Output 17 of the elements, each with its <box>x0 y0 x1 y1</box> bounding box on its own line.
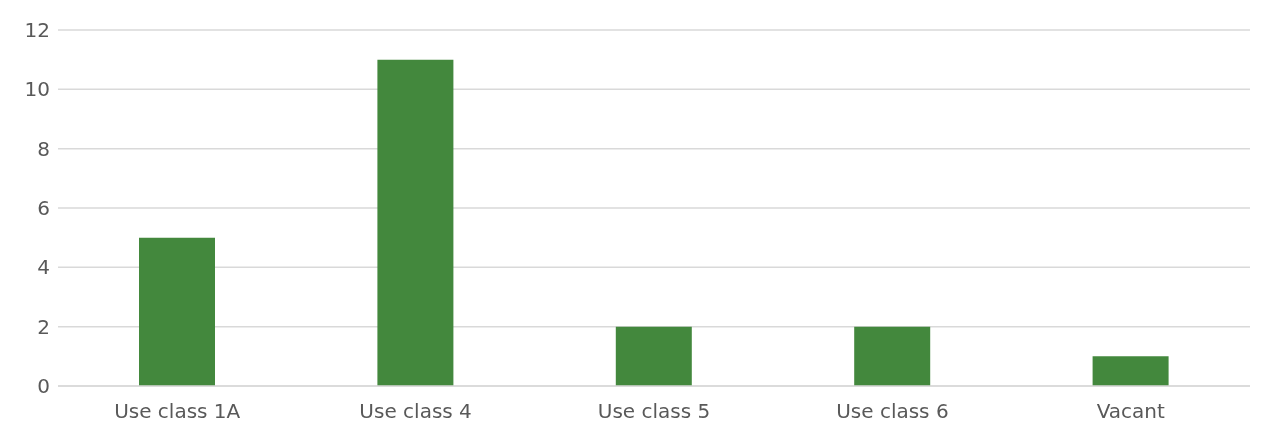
bar <box>377 59 454 386</box>
y-tick-label: 10 <box>24 77 50 102</box>
y-tick-label: 4 <box>37 255 50 280</box>
bar <box>139 237 215 386</box>
bar <box>615 326 692 386</box>
x-tick-label: Use class 6 <box>836 399 949 424</box>
y-tick-label: 6 <box>37 196 50 221</box>
x-tick-label: Use class 1A <box>114 399 241 424</box>
y-tick-label: 0 <box>37 374 50 399</box>
y-tick-label: 8 <box>37 136 50 161</box>
y-tick-label: 12 <box>24 18 50 43</box>
y-tick-label: 2 <box>37 314 50 339</box>
bar <box>854 326 931 386</box>
bar <box>1092 356 1169 386</box>
x-tick-label: Use class 4 <box>359 399 472 424</box>
x-tick-label: Use class 5 <box>597 399 711 424</box>
x-tick-label: Vacant <box>1096 399 1166 424</box>
